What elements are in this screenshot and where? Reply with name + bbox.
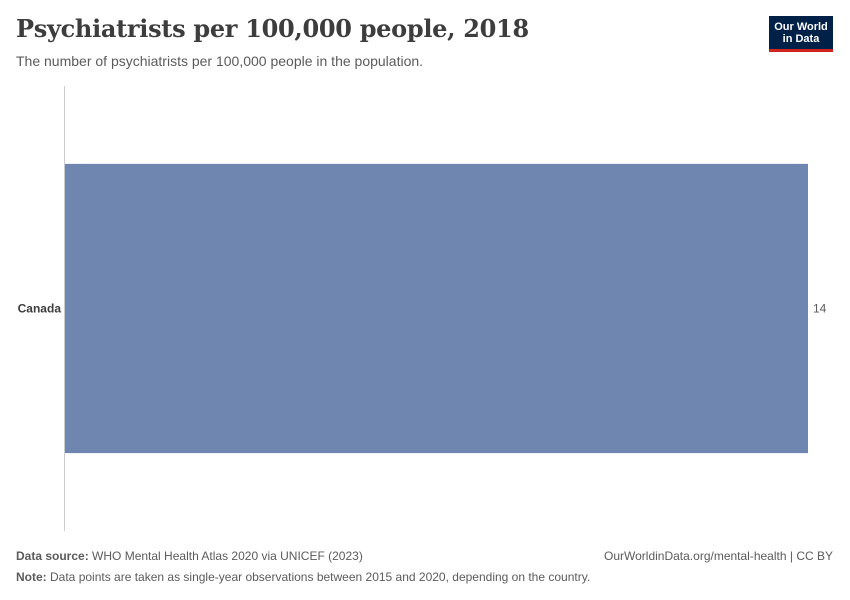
- note-text: Data points are taken as single-year obs…: [46, 570, 591, 584]
- owid-link[interactable]: OurWorldinData.org/mental-health | CC BY: [604, 549, 833, 563]
- footer-link[interactable]: OurWorldinData.org/mental-health | CC BY: [604, 549, 833, 563]
- category-label: Canada: [18, 302, 62, 316]
- data-source-text: WHO Mental Health Atlas 2020 via UNICEF …: [88, 549, 363, 563]
- chart-title: Psychiatrists per 100,000 people, 2018: [16, 14, 529, 43]
- owid-logo[interactable]: Our World in Data: [769, 16, 833, 52]
- data-source-label: Data source:: [16, 549, 89, 563]
- value-label: 14: [813, 302, 827, 316]
- logo-line-1: Our World: [774, 21, 828, 33]
- logo-line-2: in Data: [782, 33, 820, 45]
- data-source: Data source: WHO Mental Health Atlas 202…: [16, 549, 363, 563]
- note: Note: Data points are taken as single-ye…: [16, 570, 590, 584]
- chart-subtitle: The number of psychiatrists per 100,000 …: [16, 53, 424, 69]
- bar-canada: [65, 163, 808, 454]
- note-label: Note:: [16, 570, 47, 584]
